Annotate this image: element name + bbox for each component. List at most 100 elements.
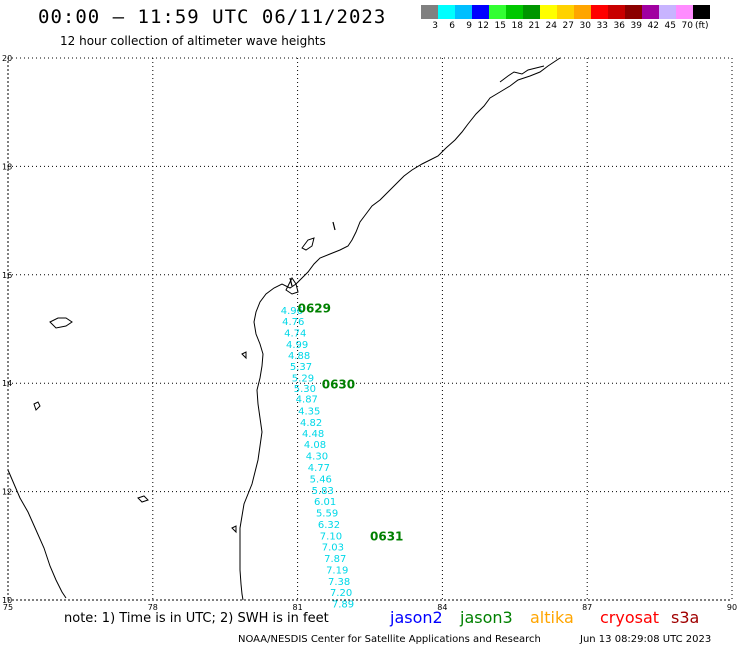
swh-value: 5.46	[310, 474, 332, 485]
swh-value: 4.48	[302, 429, 324, 440]
swh-value: 5.59	[316, 509, 338, 520]
sri-lanka-coastline	[7, 469, 67, 599]
satellite-jason2: jason2	[390, 608, 443, 627]
swh-value: 5.30	[294, 384, 316, 395]
scale-swatch	[625, 5, 642, 19]
island-shore-2	[231, 525, 237, 534]
swh-value: 4.88	[288, 351, 310, 362]
axis-labels: 75 78 81 84 87 90 20 18 16 14 12 10	[2, 54, 737, 612]
island-west-1	[49, 317, 73, 329]
swh-value: 4.35	[298, 407, 320, 418]
latitude-label: 14	[2, 379, 12, 388]
latitude-label: 12	[2, 488, 12, 497]
footer-credit: NOAA/NESDIS Center for Satellite Applica…	[238, 634, 541, 645]
color-scale-labels: 3 6 9 12 15 18 21 24 27 30 33 36 39 42 45 70 (ft)	[421, 21, 708, 31]
coastal-mark-2	[289, 277, 293, 287]
scale-label: 9	[466, 21, 472, 31]
swh-value: 4.08	[304, 440, 326, 451]
island-shore-1	[241, 351, 247, 360]
satellite-altika: altika	[530, 608, 574, 627]
scale-swatch	[523, 5, 540, 19]
scale-label: 24	[545, 21, 557, 31]
longitude-label: 90	[727, 603, 737, 612]
latitude-label: 20	[2, 54, 12, 63]
swh-value: 4.74	[284, 329, 306, 340]
scale-swatch	[591, 5, 608, 19]
scale-swatch	[438, 5, 455, 19]
scale-swatch	[557, 5, 574, 19]
map-frame	[7, 57, 733, 601]
longitude-label: 81	[293, 603, 303, 612]
footer-note: note: 1) Time is in UTC; 2) SWH is in fe…	[64, 611, 329, 626]
footer-date: Jun 13 08:29:08 UTC 2023	[580, 634, 712, 645]
swh-value: 6.01	[314, 497, 336, 508]
satellite-cryosat: cryosat	[600, 608, 660, 627]
latitude-label: 10	[2, 596, 12, 605]
longitude-label: 78	[148, 603, 158, 612]
scale-label: 15	[494, 21, 506, 31]
pass-time-label: 0629	[298, 302, 331, 316]
swh-value: 4.76	[282, 317, 304, 328]
swh-value: 7.87	[324, 554, 346, 565]
swh-value: 4.87	[296, 395, 318, 406]
swh-value: 4.82	[300, 418, 322, 429]
longitude-label: 87	[582, 603, 592, 612]
swh-value: 4.99	[286, 340, 308, 351]
wave-height-color-scale	[421, 5, 710, 19]
map-subtitle: 12 hour collection of altimeter wave hei…	[60, 34, 326, 48]
scale-label: 33	[596, 21, 608, 31]
pass-time-labels: 0629 0630 0631	[298, 302, 404, 544]
scale-label: 6	[449, 21, 455, 31]
island-west-3	[137, 495, 149, 503]
scale-label: 70	[681, 21, 693, 31]
swh-value: 4.77	[308, 463, 330, 474]
scale-swatch	[489, 5, 506, 19]
longitude-label: 84	[437, 603, 447, 612]
swh-value: 5.37	[290, 362, 312, 373]
scale-label: 18	[511, 21, 523, 31]
coastal-mark-1	[332, 221, 336, 231]
scale-swatch	[693, 5, 710, 19]
scale-swatch	[642, 5, 659, 19]
swh-value: 7.20	[330, 588, 352, 599]
coastline	[7, 57, 561, 601]
scale-label: 12	[477, 21, 489, 31]
latitude-label: 18	[2, 162, 12, 171]
scale-label: 21	[528, 21, 540, 31]
scale-label: 3	[432, 21, 438, 31]
coastal-islet	[301, 237, 315, 251]
pass-time-label: 0631	[370, 529, 403, 543]
swh-value: 7.89	[332, 600, 354, 611]
altimeter-track: 4.964.764.744.994.885.375.295.304.874.35…	[281, 306, 354, 611]
godavari-delta	[499, 65, 545, 83]
scale-label: 42	[647, 21, 659, 31]
scale-label: 36	[613, 21, 625, 31]
swh-value: 7.10	[320, 531, 342, 542]
island-west-2	[33, 401, 41, 411]
scale-label: 39	[630, 21, 642, 31]
map-grid	[7, 57, 733, 601]
scale-swatch	[659, 5, 676, 19]
scale-swatch	[574, 5, 591, 19]
swh-value: 6.32	[318, 520, 340, 531]
scale-label: 27	[562, 21, 574, 31]
india-east-coastline	[239, 57, 561, 601]
swh-value: 5.83	[312, 486, 334, 497]
swh-value: 4.30	[306, 452, 328, 463]
swh-value: 7.19	[326, 565, 348, 576]
swh-value: 7.38	[328, 577, 350, 588]
pass-time-label: 0630	[322, 378, 355, 392]
swh-value: 4.96	[281, 306, 303, 317]
satellite-s3a: s3a	[671, 608, 700, 627]
latitude-label: 16	[2, 271, 12, 280]
swh-value: 7.03	[322, 543, 344, 554]
longitude-label: 75	[3, 603, 13, 612]
scale-swatch	[472, 5, 489, 19]
scale-label: 45	[664, 21, 676, 31]
scale-swatch	[608, 5, 625, 19]
scale-swatch	[540, 5, 557, 19]
krishna-delta	[285, 277, 299, 295]
map-title: 00:00 – 11:59 UTC 06/11/2023	[38, 6, 387, 28]
scale-swatch	[506, 5, 523, 19]
